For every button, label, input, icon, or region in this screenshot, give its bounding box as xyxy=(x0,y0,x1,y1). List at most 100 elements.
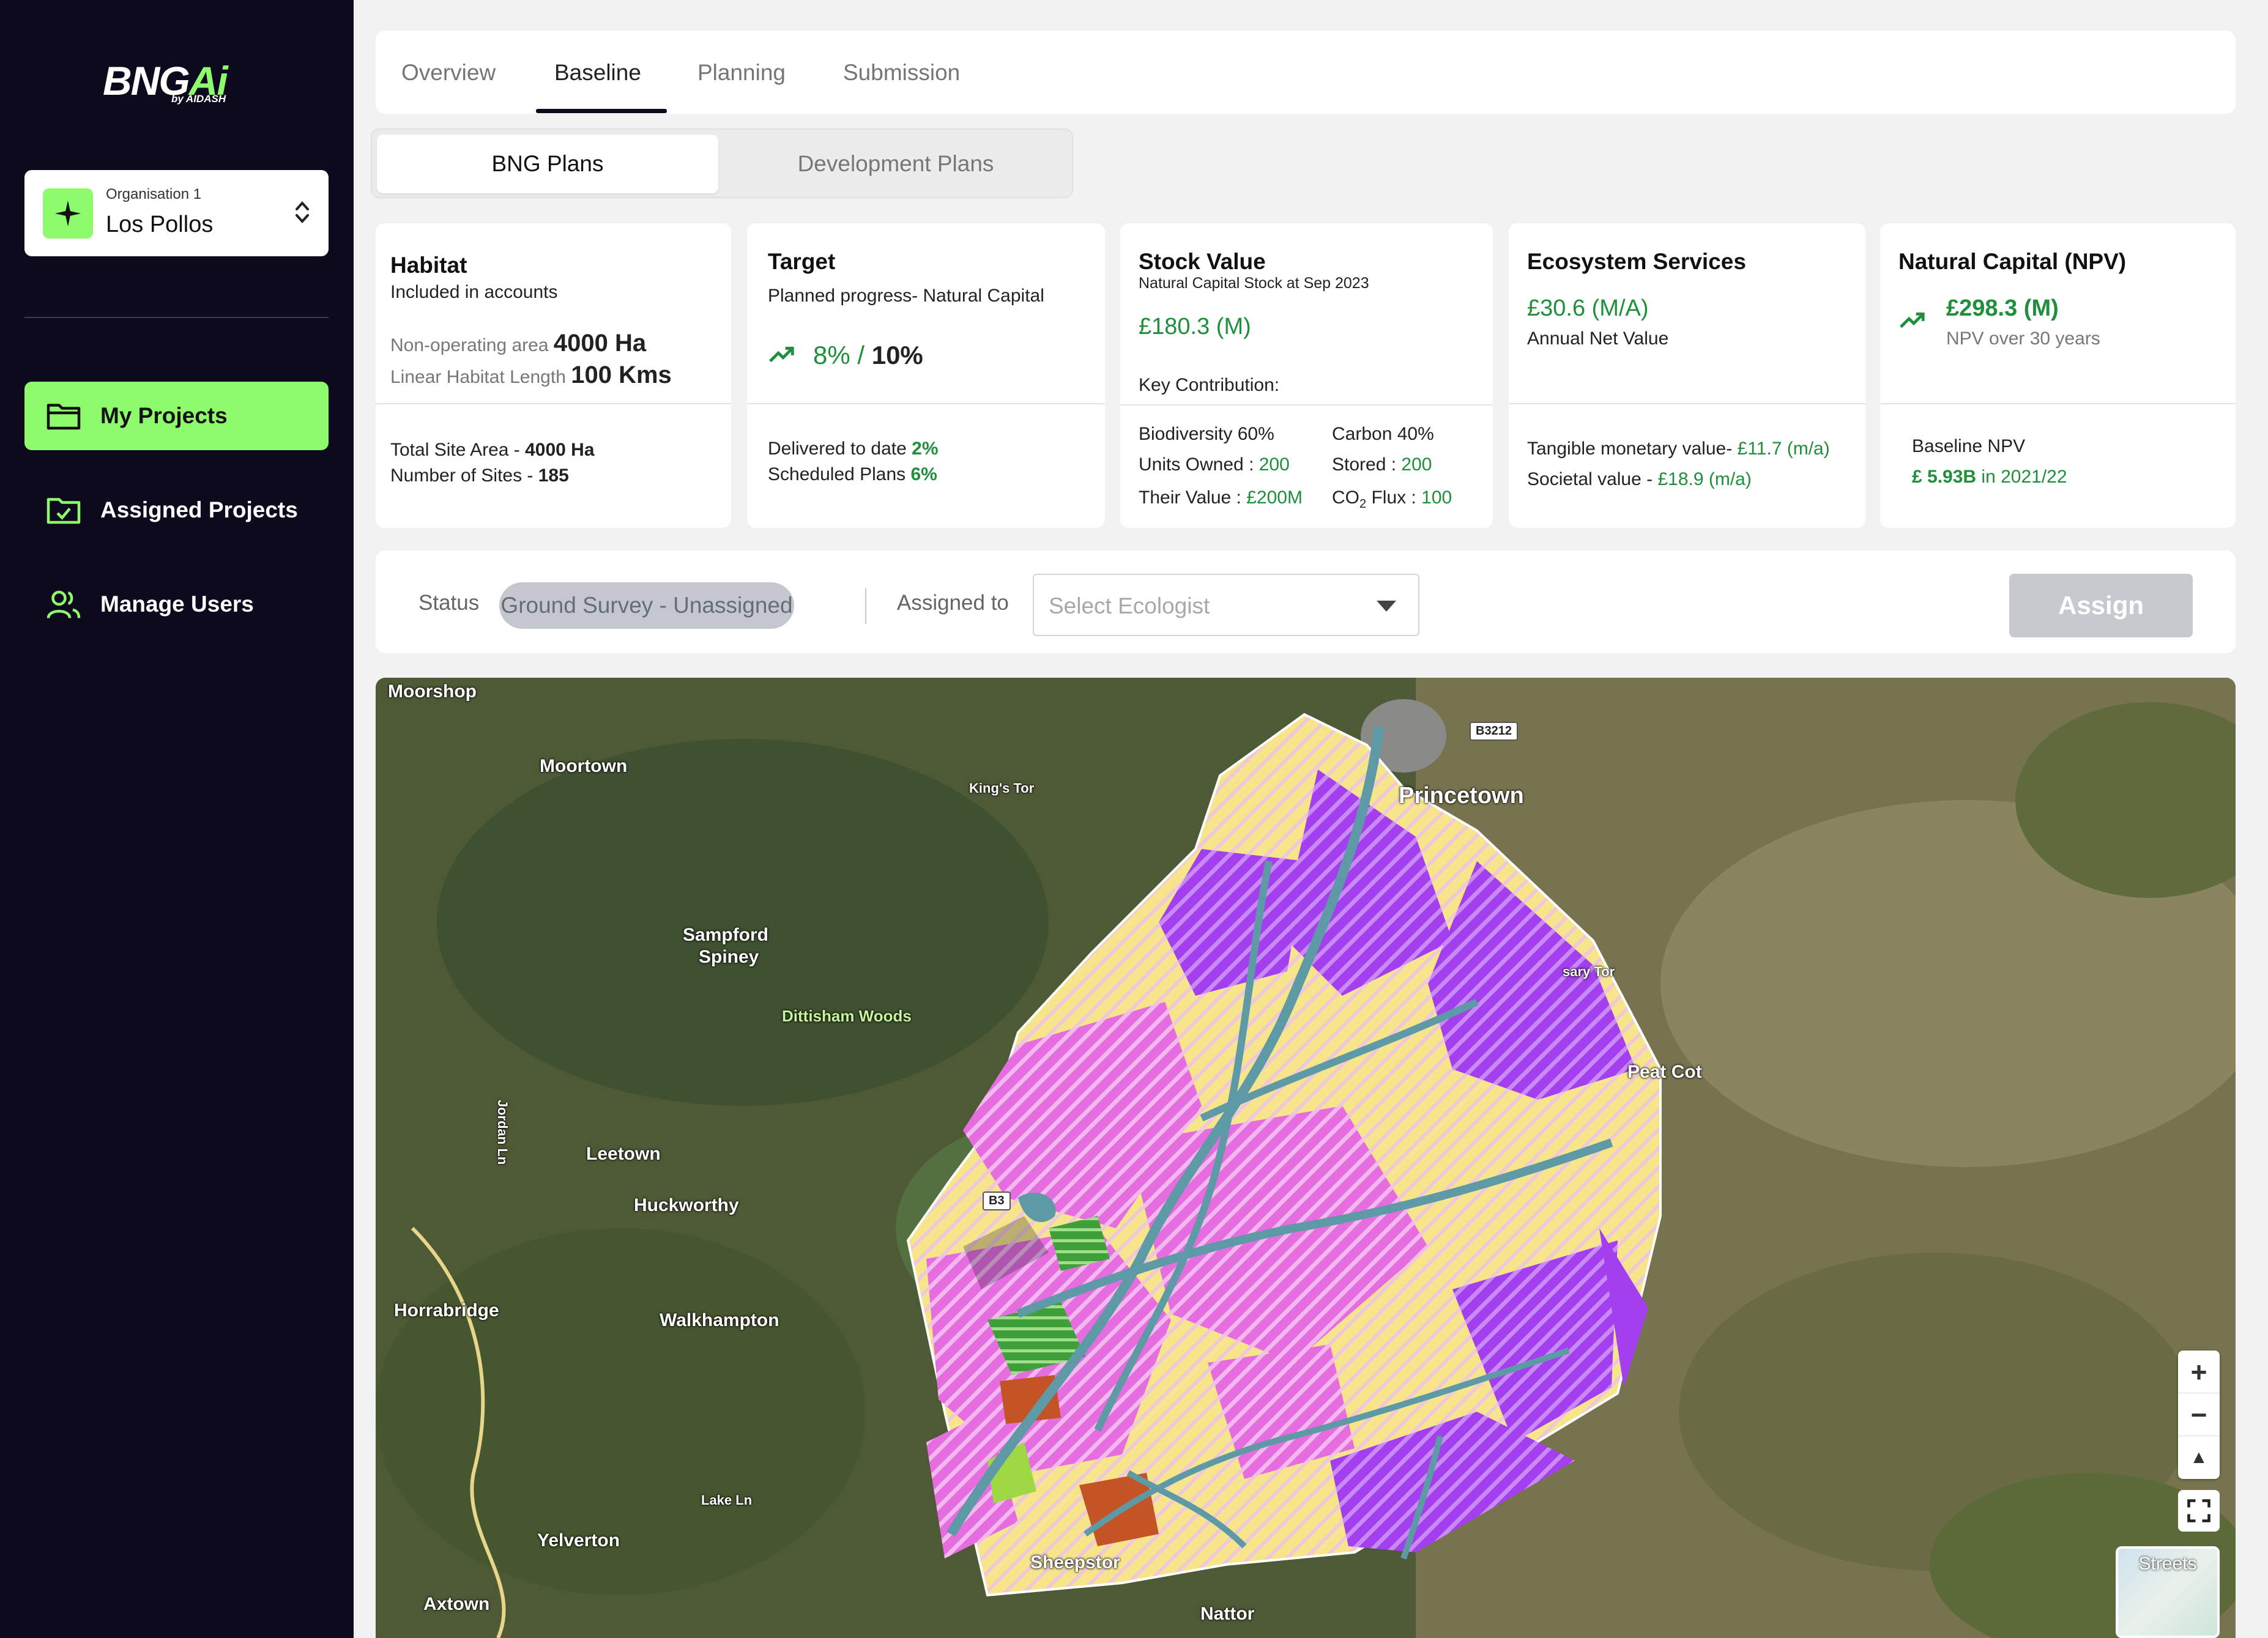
place-label: Moorshop xyxy=(388,681,477,702)
place-label: Leetown xyxy=(586,1144,661,1164)
card-divider xyxy=(1880,403,2236,404)
card-title: Natural Capital (NPV) xyxy=(1898,249,2127,274)
nav-label: Manage Users xyxy=(100,591,254,617)
assigned-to-label: Assigned to xyxy=(897,591,1009,615)
card-divider xyxy=(1509,403,1865,404)
users-icon xyxy=(46,590,81,619)
place-label: Yelverton xyxy=(537,1530,620,1551)
chevron-updown-icon xyxy=(296,201,309,223)
fullscreen-button[interactable] xyxy=(2178,1490,2220,1532)
place-label: Peat Cot xyxy=(1627,1062,1702,1082)
sparkle-icon xyxy=(43,188,93,239)
app-logo[interactable]: BNGAi xyxy=(103,58,228,103)
place-label: Axtown xyxy=(423,1594,490,1614)
place-label: sary Tor xyxy=(1563,964,1615,979)
road-label: B3 xyxy=(983,1191,1011,1210)
card-title: Target xyxy=(768,249,836,274)
fullscreen-icon xyxy=(2187,1499,2210,1522)
zoom-controls: + − ▲ xyxy=(2178,1351,2220,1479)
place-label: Nattor xyxy=(1200,1604,1255,1624)
place-label: Spiney xyxy=(699,947,759,967)
key-contribution-label: Key Contribution: xyxy=(1139,375,1280,395)
tab-overview[interactable]: Overview xyxy=(401,60,496,85)
stock-value-card: Stock Value Natural Capital Stock at Sep… xyxy=(1120,223,1493,528)
place-label: Moortown xyxy=(540,756,628,776)
tab-planning[interactable]: Planning xyxy=(697,60,786,85)
ecosystem-value: £30.6 (M/A) xyxy=(1527,295,1649,321)
place-label: Sheepstor xyxy=(1030,1552,1120,1573)
units-owned: Units Owned : 200 xyxy=(1139,454,1290,475)
layer-label: Streets xyxy=(2138,1554,2197,1574)
logo-subtitle: by AIDASH xyxy=(171,93,226,105)
non-operating-area: Non-operating area 4000 Ha xyxy=(390,330,647,357)
nav-label: My Projects xyxy=(100,403,228,428)
caret-down-icon xyxy=(1377,601,1396,612)
nav-manage-users[interactable]: Manage Users xyxy=(24,570,329,639)
biodiversity-share: Biodiversity 60% xyxy=(1139,424,1274,444)
trend-up-icon xyxy=(769,347,794,363)
card-subtitle: Included in accounts xyxy=(390,282,558,302)
folder-icon xyxy=(46,404,81,430)
segment-development-plans[interactable]: Development Plans xyxy=(797,151,994,176)
plan-type-toggle: BNG Plans Development Plans xyxy=(371,128,1073,198)
sidebar-divider xyxy=(24,317,329,318)
card-subtitle: Annual Net Value xyxy=(1527,328,1669,349)
target-progress: 8% / 10% xyxy=(813,341,923,369)
their-value: Their Value : £200M xyxy=(1139,487,1303,508)
zoom-in-button[interactable]: + xyxy=(2178,1351,2220,1393)
stock-value: £180.3 (M) xyxy=(1139,314,1251,339)
project-tabs: Overview Baseline Planning Submission xyxy=(376,31,2236,114)
ecologist-select[interactable]: Select Ecologist xyxy=(1033,574,1419,636)
segment-bng-plans[interactable]: BNG Plans xyxy=(377,135,718,193)
assign-button[interactable]: Assign xyxy=(2009,574,2193,637)
card-title: Stock Value xyxy=(1139,249,1266,274)
map-canvas xyxy=(376,678,2236,1638)
co2-flux: CO2 Flux : 100 xyxy=(1332,487,1452,511)
number-of-sites: Number of Sites - 185 xyxy=(390,465,569,486)
baseline-npv-value: £ 5.93B in 2021/22 xyxy=(1912,467,2067,487)
trend-up-icon xyxy=(1900,313,1925,328)
ecosystem-services-card: Ecosystem Services £30.6 (M/A) Annual Ne… xyxy=(1509,223,1865,528)
total-site-area: Total Site Area - 4000 Ha xyxy=(390,440,595,460)
road-name-label: Lake Ln xyxy=(701,1492,753,1508)
card-subtitle: NPV over 30 years xyxy=(1946,328,2100,349)
societal-value: Societal value - £18.9 (m/a) xyxy=(1527,469,1752,489)
place-label: King's Tor xyxy=(969,780,1035,796)
natural-capital-npv-card: Natural Capital (NPV) £298.3 (M) NPV ove… xyxy=(1880,223,2236,528)
place-label: Walkhampton xyxy=(660,1310,779,1330)
road-label: B3212 xyxy=(1470,722,1518,741)
map-view[interactable]: Moorshop Moortown King's Tor Princetown … xyxy=(376,678,2236,1638)
card-divider xyxy=(1120,404,1493,406)
active-tab-indicator xyxy=(536,109,667,113)
place-label: Princetown xyxy=(1399,783,1524,809)
nav-assigned-projects[interactable]: Assigned Projects xyxy=(24,476,329,544)
status-label: Status xyxy=(418,591,480,615)
scheduled-plans: Scheduled Plans 6% xyxy=(768,464,937,484)
nav-my-projects[interactable]: My Projects xyxy=(24,382,329,450)
layer-switcher[interactable]: Streets xyxy=(2116,1546,2220,1638)
card-subtitle: Natural Capital Stock at Sep 2023 xyxy=(1139,275,1369,292)
organisation-switcher[interactable]: Organisation 1 Los Pollos xyxy=(24,170,329,256)
zoom-out-button[interactable]: − xyxy=(2178,1393,2220,1436)
folder-check-icon xyxy=(46,498,81,524)
card-title: Ecosystem Services xyxy=(1527,249,1746,274)
card-divider xyxy=(747,403,1105,404)
tab-submission[interactable]: Submission xyxy=(843,60,961,85)
card-divider xyxy=(376,403,731,404)
status-badge: Ground Survey - Unassigned xyxy=(499,582,794,629)
select-placeholder: Select Ecologist xyxy=(1049,593,1210,618)
linear-habitat-length: Linear Habitat Length 100 Kms xyxy=(390,361,672,388)
tab-baseline[interactable]: Baseline xyxy=(554,60,641,85)
card-subtitle: Planned progress- Natural Capital xyxy=(768,286,1044,306)
place-label: Sampford xyxy=(683,925,769,945)
target-card: Target Planned progress- Natural Capital… xyxy=(747,223,1105,528)
place-label: Dittisham Woods xyxy=(782,1007,912,1025)
organisation-name: Los Pollos xyxy=(106,212,214,237)
road-name-label: Jordan Ln xyxy=(495,1099,511,1165)
npv-value: £298.3 (M) xyxy=(1946,295,2059,321)
baseline-npv-label: Baseline NPV xyxy=(1912,436,2026,456)
divider xyxy=(865,588,866,624)
organisation-label: Organisation 1 xyxy=(106,186,202,202)
compass-button[interactable]: ▲ xyxy=(2190,1447,2208,1467)
delivered-to-date: Delivered to date 2% xyxy=(768,439,939,459)
